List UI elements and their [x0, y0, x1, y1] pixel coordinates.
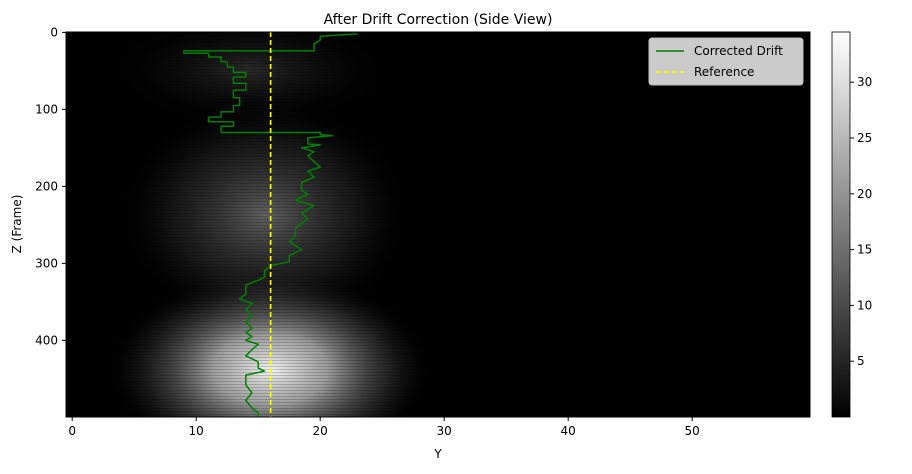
- colorbar-gradient: [831, 31, 851, 418]
- colorbar-tick-label: 15: [857, 243, 872, 257]
- x-axis: 0 10 20 30 40 50: [68, 417, 700, 438]
- colorbar-tick-label: 25: [857, 131, 872, 145]
- legend-box: [648, 37, 804, 86]
- x-axis-label: Y: [433, 447, 442, 461]
- x-tick-label: 30: [437, 424, 452, 438]
- legend-label-reference: Reference: [694, 65, 754, 79]
- heatmap-image: [66, 32, 810, 417]
- legend-label-corrected-drift: Corrected Drift: [694, 44, 783, 58]
- heatmap-scanlines: [66, 32, 810, 417]
- y-axis: 0 100 200 300 400: [35, 25, 66, 347]
- colorbar-tick-label: 5: [857, 354, 865, 368]
- y-tick-label: 0: [50, 25, 58, 39]
- y-tick-label: 300: [35, 256, 58, 270]
- plot-frame: [65, 31, 811, 418]
- colorbar-ticks: 5 10 15 20 25 30: [850, 75, 872, 368]
- colorbar: 5 10 15 20 25 30: [831, 31, 872, 418]
- y-tick-label: 200: [35, 179, 58, 193]
- x-tick-label: 0: [68, 424, 76, 438]
- colorbar-tick-label: 20: [857, 187, 872, 201]
- x-tick-label: 50: [685, 424, 700, 438]
- series-layer: [183, 32, 358, 417]
- x-tick-label: 10: [189, 424, 204, 438]
- chart-title: After Drift Correction (Side View): [324, 12, 553, 28]
- colorbar-tick-label: 30: [857, 75, 872, 89]
- y-axis-label: Z (Frame): [10, 195, 24, 254]
- y-tick-label: 400: [35, 333, 58, 347]
- x-tick-label: 20: [313, 424, 328, 438]
- x-tick-label: 40: [561, 424, 576, 438]
- y-tick-label: 100: [35, 102, 58, 116]
- series-line-corrected-drift: [183, 33, 358, 417]
- legend: Corrected Drift Reference: [648, 37, 804, 86]
- colorbar-tick-label: 10: [857, 298, 872, 312]
